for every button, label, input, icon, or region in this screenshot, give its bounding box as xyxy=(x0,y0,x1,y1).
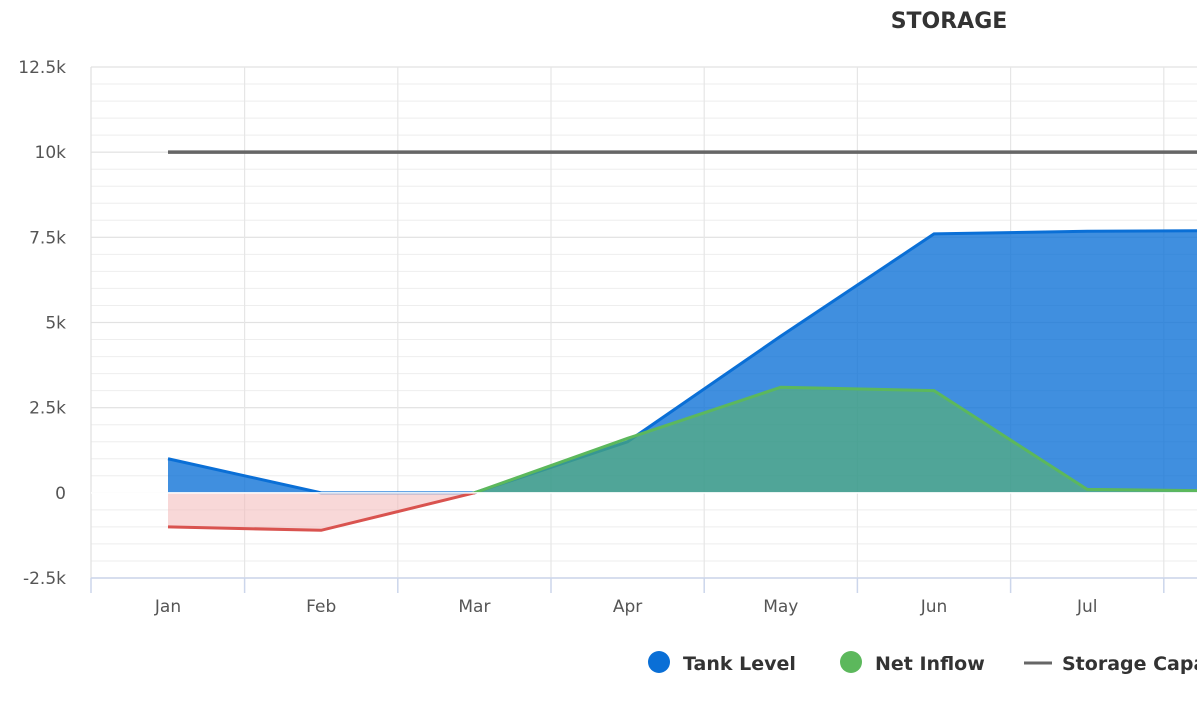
legend-label: Net Inflow xyxy=(875,653,985,675)
y-tick-label: 5k xyxy=(45,314,66,334)
y-tick-label: 7.5k xyxy=(29,228,66,248)
x-tick-label: Mar xyxy=(458,597,490,617)
legend-item-net-inflow[interactable]: Net Inflow xyxy=(840,651,985,675)
x-tick-label: Jun xyxy=(920,597,948,617)
chart-title: STORAGE xyxy=(891,9,1008,34)
plot-area xyxy=(91,150,1197,532)
net-inflow-line-positive xyxy=(468,385,1197,493)
x-tick-label: May xyxy=(763,597,798,617)
net-inflow-area-negative xyxy=(168,492,475,531)
x-tick-label: Feb xyxy=(306,597,336,617)
legend[interactable]: Tank Level Net Inflow Storage Capacity xyxy=(648,651,1197,675)
y-tick-label: 2.5k xyxy=(29,399,66,419)
legend-circle-symbol xyxy=(648,651,670,673)
net-inflow-area-positive xyxy=(168,387,1197,493)
x-tick-label: Jan xyxy=(154,597,181,617)
axes: Jan Feb Mar Apr May Jun Jul -2.5k 0 2.5k 5k 7.5k 10k… xyxy=(18,58,1197,617)
net-inflow-line-negative xyxy=(167,492,479,532)
x-tick-label: Jul xyxy=(1076,597,1098,617)
y-tick-label: 12.5k xyxy=(18,58,66,78)
y-tick-label: 0 xyxy=(55,484,66,504)
y-tick-label: -2.5k xyxy=(23,569,66,589)
legend-circle-symbol xyxy=(840,651,862,673)
legend-label: Tank Level xyxy=(683,653,796,675)
legend-item-storage-capacity[interactable]: Storage Capacity xyxy=(1024,653,1197,675)
y-tick-label: 10k xyxy=(35,143,67,163)
x-tick-label: Apr xyxy=(613,597,642,617)
legend-label: Storage Capacity xyxy=(1062,653,1197,675)
legend-item-tank-level[interactable]: Tank Level xyxy=(648,651,796,675)
